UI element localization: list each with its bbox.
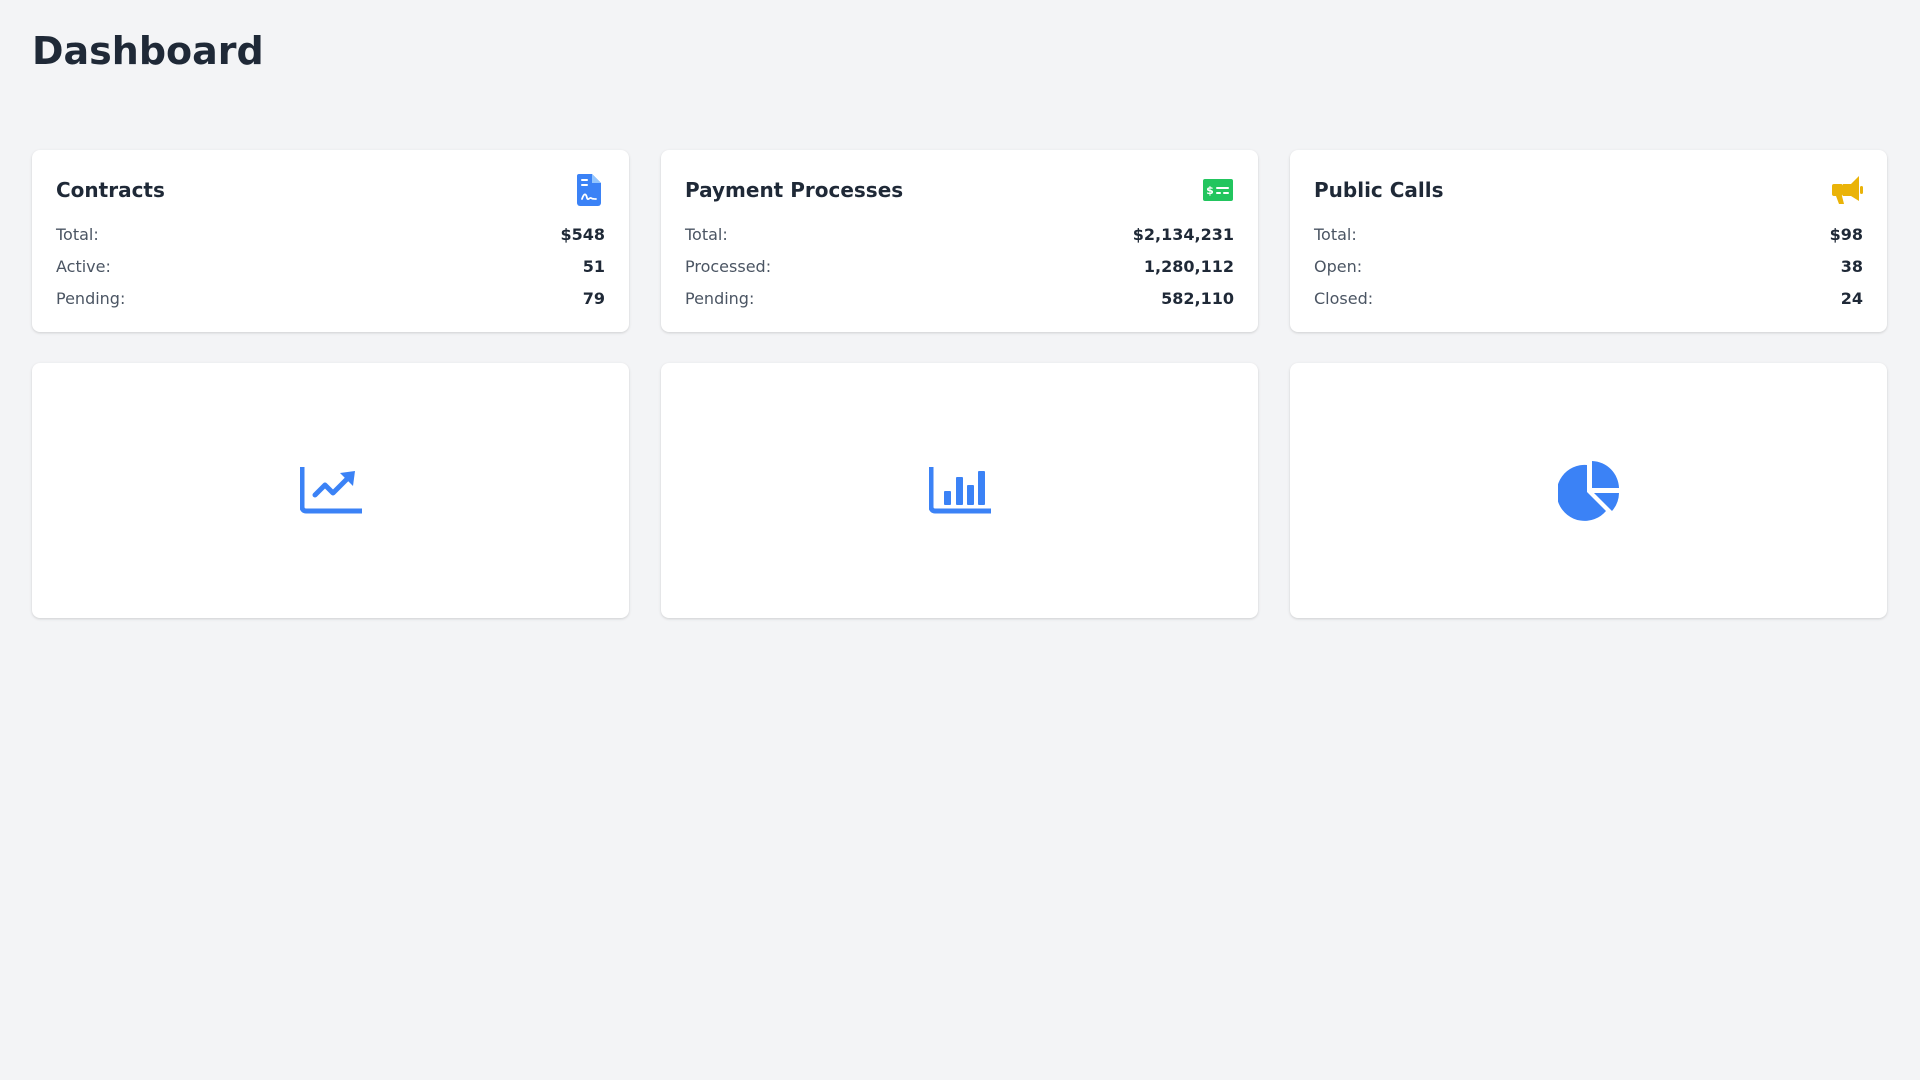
line-chart-card[interactable] (32, 363, 629, 618)
stat-row-total: Total: $98 (1314, 218, 1863, 250)
card-title: Contracts (56, 178, 165, 202)
page-title: Dashboard (32, 29, 264, 73)
payment-processes-card: Payment Processes $ Total: $2,134,231 Pr… (661, 150, 1258, 332)
stat-row-open: Open: 38 (1314, 250, 1863, 282)
stat-row-closed: Closed: 24 (1314, 282, 1863, 314)
stat-row-pending: Pending: 582,110 (685, 282, 1234, 314)
card-header: Contracts (56, 172, 605, 208)
line-chart-icon (299, 459, 363, 523)
stat-label: Total: (1314, 224, 1357, 244)
stat-row-total: Total: $2,134,231 (685, 218, 1234, 250)
stat-value: 51 (582, 256, 605, 276)
money-check-icon: $ (1202, 174, 1234, 206)
stat-row-active: Active: 51 (56, 250, 605, 282)
stat-row-processed: Processed: 1,280,112 (685, 250, 1234, 282)
contracts-card: Contracts Total: $548 Active: 51 (32, 150, 629, 332)
card-header: Public Calls (1314, 172, 1863, 208)
stat-label: Open: (1314, 256, 1363, 276)
card-title: Public Calls (1314, 178, 1444, 202)
charts-grid (32, 363, 1888, 618)
bullhorn-icon (1831, 174, 1863, 206)
stat-value: 38 (1840, 256, 1863, 276)
svg-text:$: $ (1206, 184, 1214, 197)
stat-row-total: Total: $548 (56, 218, 605, 250)
stat-row-pending: Pending: 79 (56, 282, 605, 314)
stat-label: Processed: (685, 256, 772, 276)
stat-value: 582,110 (1161, 288, 1234, 308)
stat-label: Pending: (685, 288, 755, 308)
stat-value: 1,280,112 (1143, 256, 1234, 276)
card-title: Payment Processes (685, 178, 904, 202)
stats-grid: Contracts Total: $548 Active: 51 (32, 150, 1888, 332)
stat-value: $98 (1829, 224, 1863, 244)
stat-value: $548 (560, 224, 605, 244)
stat-label: Total: (685, 224, 728, 244)
card-header: Payment Processes $ (685, 172, 1234, 208)
public-calls-card: Public Calls Total: $98 Open: 38 (1290, 150, 1887, 332)
pie-chart-icon (1557, 459, 1621, 523)
stat-label: Active: (56, 256, 111, 276)
stat-label: Pending: (56, 288, 126, 308)
bar-chart-icon (928, 459, 992, 523)
stat-value: 24 (1840, 288, 1863, 308)
file-contract-icon (573, 174, 605, 206)
stat-value: 79 (582, 288, 605, 308)
stat-label: Total: (56, 224, 99, 244)
stat-label: Closed: (1314, 288, 1374, 308)
bar-chart-card[interactable] (661, 363, 1258, 618)
pie-chart-card[interactable] (1290, 363, 1887, 618)
stat-value: $2,134,231 (1132, 224, 1234, 244)
